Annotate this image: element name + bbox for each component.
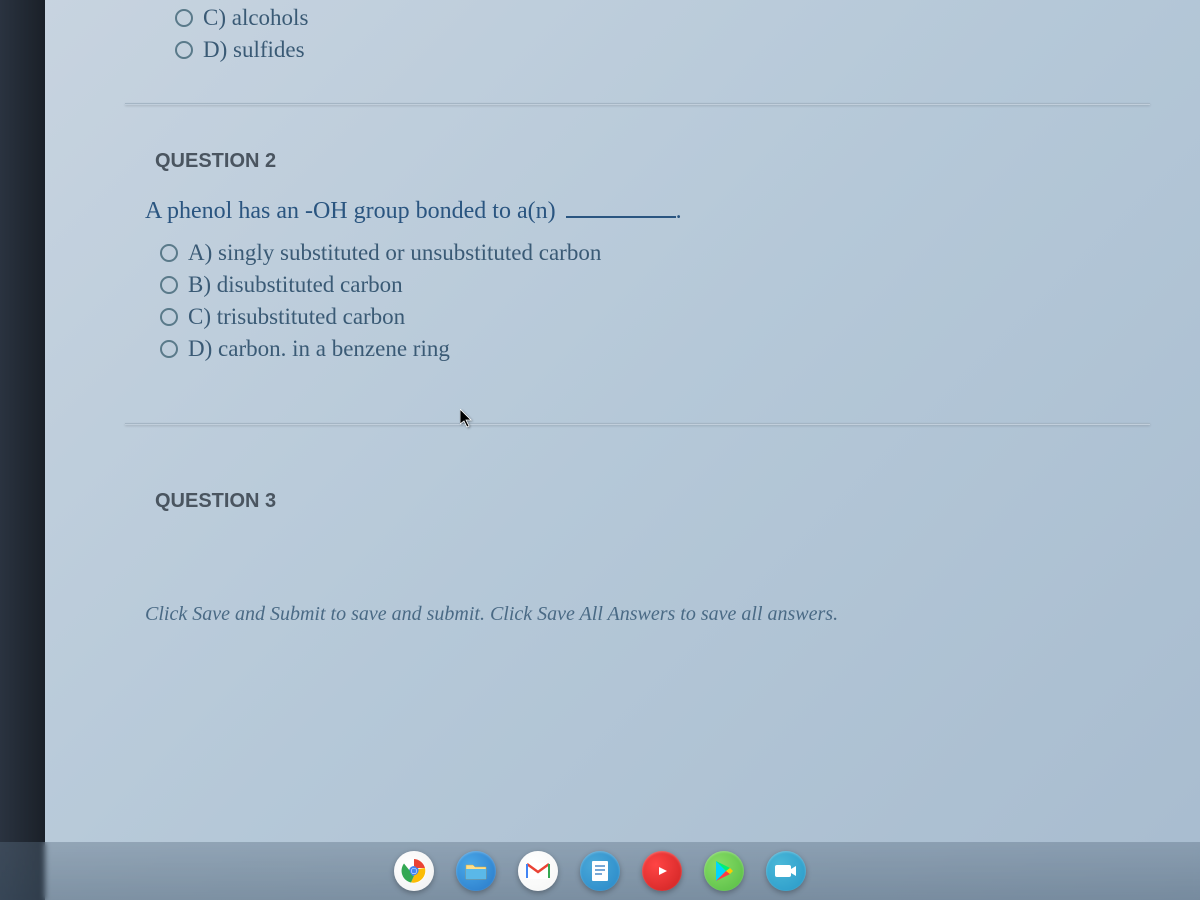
question-3-block: QUESTION 3	[125, 475, 1150, 553]
option-label: C) trisubstituted carbon	[188, 304, 405, 330]
quiz-content-area: C) alcohols D) sulfides QUESTION 2 A phe…	[45, 0, 1200, 900]
taskbar	[0, 842, 1200, 900]
file-explorer-icon[interactable]	[456, 851, 496, 891]
youtube-icon[interactable]	[642, 851, 682, 891]
radio-button[interactable]	[175, 41, 193, 59]
option-row[interactable]: C) trisubstituted carbon	[160, 304, 1150, 330]
options-list: A) singly substituted or unsubstituted c…	[160, 240, 1150, 362]
question-divider	[125, 423, 1150, 425]
option-row[interactable]: D) carbon. in a benzene ring	[160, 336, 1150, 362]
monitor-bezel-left	[0, 0, 45, 900]
fill-blank	[566, 216, 676, 218]
option-label: D) carbon. in a benzene ring	[188, 336, 450, 362]
radio-button[interactable]	[160, 340, 178, 358]
question-divider	[125, 103, 1150, 105]
radio-button[interactable]	[160, 276, 178, 294]
option-label: A) singly substituted or unsubstituted c…	[188, 240, 601, 266]
option-row[interactable]: A) singly substituted or unsubstituted c…	[160, 240, 1150, 266]
save-instructions: Click Save and Submit to save and submit…	[145, 603, 1150, 626]
notes-icon[interactable]	[580, 851, 620, 891]
chrome-icon[interactable]	[394, 851, 434, 891]
option-label: D) sulfides	[203, 37, 305, 63]
option-row[interactable]: D) sulfides	[175, 37, 1150, 63]
option-row[interactable]: B) disubstituted carbon	[160, 272, 1150, 298]
previous-question-tail: C) alcohols D) sulfides	[125, 0, 1150, 63]
question-header: QUESTION 2	[155, 150, 1150, 173]
radio-button[interactable]	[160, 308, 178, 326]
play-store-icon[interactable]	[704, 851, 744, 891]
option-label: C) alcohols	[203, 5, 308, 31]
camera-icon[interactable]	[766, 851, 806, 891]
question-header: QUESTION 3	[155, 490, 1150, 513]
question-prompt: A phenol has an -OH group bonded to a(n)…	[145, 198, 1150, 225]
radio-button[interactable]	[175, 9, 193, 27]
question-2-block: QUESTION 2 A phenol has an -OH group bon…	[125, 135, 1150, 383]
option-row[interactable]: C) alcohols	[175, 5, 1150, 31]
option-label: B) disubstituted carbon	[188, 272, 403, 298]
radio-button[interactable]	[160, 244, 178, 262]
gmail-icon[interactable]	[518, 851, 558, 891]
